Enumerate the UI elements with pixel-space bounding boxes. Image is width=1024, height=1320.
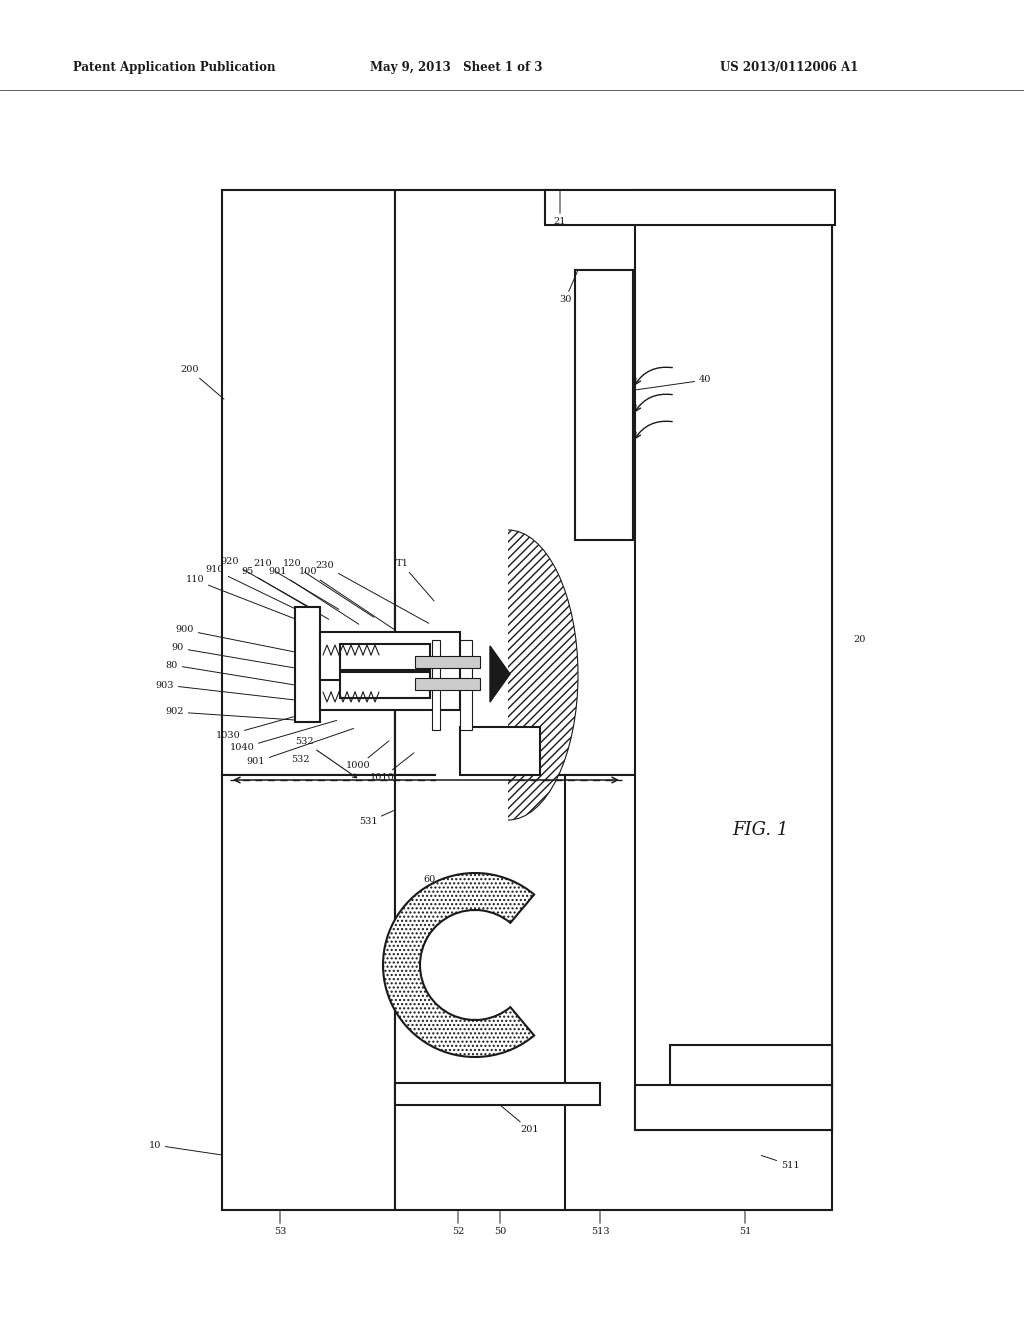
Text: 200: 200: [181, 366, 224, 399]
Bar: [222, 775, 395, 1210]
Bar: [319, 632, 460, 680]
Text: 20: 20: [854, 635, 866, 644]
Bar: [340, 644, 430, 671]
Bar: [395, 775, 831, 1210]
Text: 51: 51: [738, 1212, 752, 1237]
Bar: [395, 1082, 600, 1105]
Text: D,M: D,M: [445, 758, 466, 767]
Text: 53: 53: [273, 1212, 286, 1237]
Bar: [575, 271, 633, 540]
Text: 10: 10: [148, 1140, 220, 1155]
Text: US 2013/0112006 A1: US 2013/0112006 A1: [720, 62, 858, 74]
Text: 1020: 1020: [506, 549, 530, 589]
Text: 513: 513: [591, 1212, 609, 1237]
Bar: [635, 190, 831, 1130]
Text: May 9, 2013   Sheet 1 of 3: May 9, 2013 Sheet 1 of 3: [370, 62, 543, 74]
Text: 60: 60: [424, 875, 444, 899]
Text: 201: 201: [501, 1106, 540, 1134]
Text: 50: 50: [494, 1212, 506, 1237]
Text: 903: 903: [156, 681, 294, 700]
Ellipse shape: [438, 531, 578, 820]
Text: 1010: 1010: [370, 752, 414, 783]
Text: 220: 220: [454, 557, 472, 601]
Text: 30: 30: [559, 272, 578, 305]
Bar: [635, 1085, 831, 1130]
Bar: [340, 672, 430, 698]
Bar: [319, 663, 460, 710]
Text: 1040: 1040: [229, 721, 337, 752]
Bar: [436, 528, 508, 822]
Text: T1: T1: [395, 560, 434, 601]
Text: 910: 910: [206, 565, 307, 614]
Text: 902: 902: [166, 708, 294, 719]
Text: 210: 210: [254, 560, 339, 610]
Text: 901: 901: [268, 568, 358, 624]
Bar: [415, 656, 480, 668]
Bar: [460, 640, 472, 730]
Text: 512: 512: [762, 1121, 800, 1130]
Text: 1000: 1000: [346, 741, 389, 771]
Text: 21: 21: [554, 191, 566, 227]
Bar: [295, 607, 319, 722]
Text: 52: 52: [452, 1212, 464, 1237]
Text: 95: 95: [242, 568, 329, 619]
Wedge shape: [383, 873, 535, 1057]
Bar: [415, 678, 480, 690]
Bar: [222, 190, 395, 775]
Text: 532: 532: [291, 755, 309, 764]
Text: 900: 900: [176, 626, 294, 652]
Text: 230: 230: [315, 561, 429, 623]
Bar: [460, 727, 540, 775]
Text: 901: 901: [247, 729, 353, 767]
Text: 511: 511: [761, 1155, 800, 1170]
Bar: [432, 640, 440, 730]
Bar: [395, 190, 831, 775]
Text: 531: 531: [358, 810, 394, 826]
Text: 920: 920: [221, 557, 316, 611]
Text: 532: 532: [296, 738, 356, 777]
Text: 40: 40: [636, 375, 712, 389]
Bar: [545, 190, 835, 224]
Text: 100: 100: [299, 568, 394, 630]
Text: FIG. 1: FIG. 1: [732, 821, 788, 840]
Text: 90: 90: [172, 644, 294, 668]
Text: Patent Application Publication: Patent Application Publication: [73, 62, 275, 74]
Text: 120: 120: [283, 560, 374, 618]
Text: 70: 70: [474, 776, 486, 795]
Bar: [670, 1045, 831, 1085]
Polygon shape: [490, 645, 510, 702]
Text: 110: 110: [185, 576, 297, 619]
Text: 80: 80: [166, 660, 294, 685]
Text: 1030: 1030: [216, 709, 324, 739]
